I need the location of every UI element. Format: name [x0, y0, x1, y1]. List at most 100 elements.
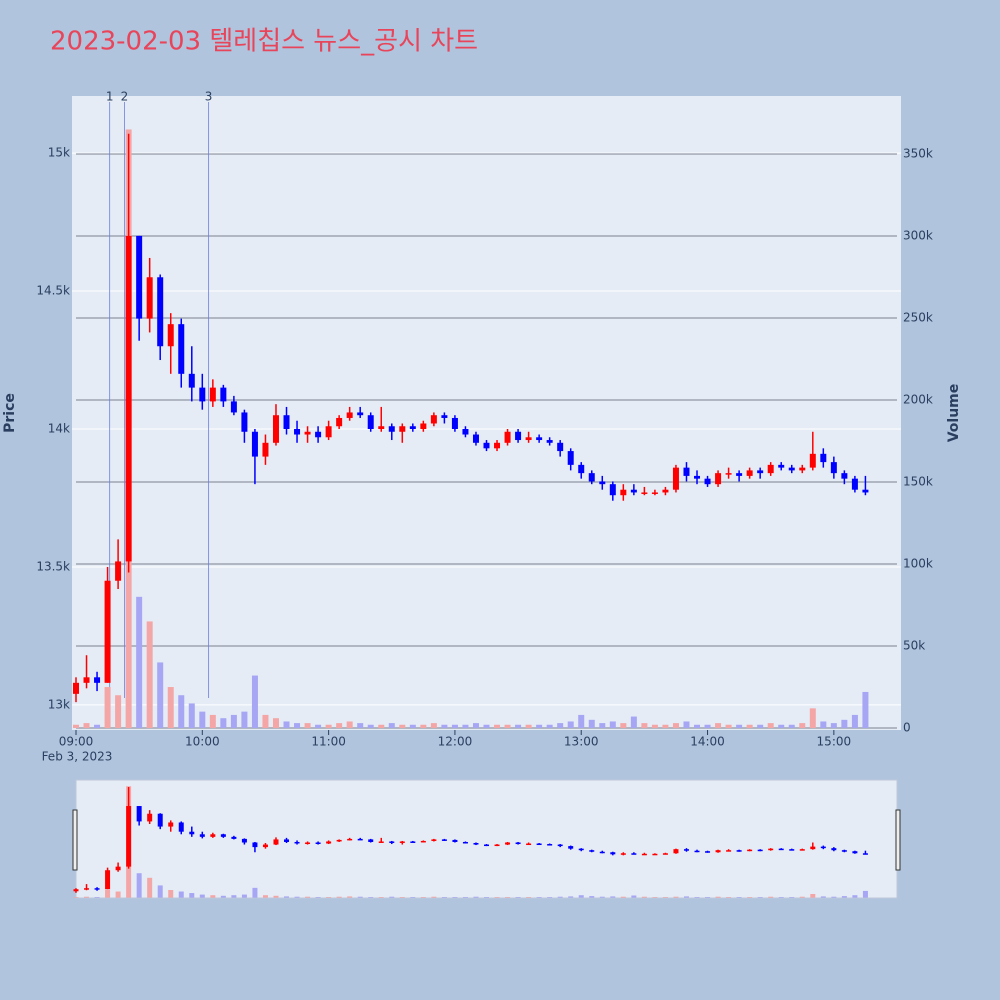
- volume-bar: [315, 724, 322, 729]
- range-slider[interactable]: [75, 779, 898, 899]
- mini-candle-body: [747, 849, 753, 852]
- volume-bar: [778, 724, 785, 729]
- mini-volume-bar: [757, 897, 763, 898]
- mini-candle-body: [84, 888, 90, 890]
- mini-candle-body: [862, 853, 868, 855]
- volume-bar: [167, 687, 174, 729]
- mini-volume-bar: [84, 896, 90, 898]
- mini-candle-body: [673, 849, 679, 854]
- mini-volume-bar: [768, 896, 774, 898]
- mini-candle-body: [715, 850, 721, 853]
- candle-body: [630, 489, 637, 493]
- mini-volume-bar: [536, 897, 542, 898]
- mini-volume-bar: [157, 885, 163, 898]
- candle-body: [830, 462, 837, 474]
- x-date-label: Feb 3, 2023: [42, 750, 113, 764]
- mini-volume-bar: [789, 897, 795, 898]
- mini-volume-bar: [599, 896, 605, 898]
- volume-bar: [188, 703, 195, 729]
- y-tick-label: 13k: [48, 697, 70, 711]
- volume-bar: [841, 719, 848, 729]
- mini-candle-body: [652, 853, 658, 856]
- candle-body: [83, 677, 90, 683]
- mini-volume-bar: [220, 895, 226, 898]
- mini-candle-body: [736, 850, 742, 852]
- mini-volume-bar: [578, 895, 584, 898]
- mini-volume-bar: [820, 896, 826, 898]
- volume-bar: [472, 723, 479, 729]
- volume-bar: [430, 723, 437, 729]
- mini-candle-body: [473, 843, 479, 845]
- mini-candle-body: [662, 853, 668, 855]
- mini-volume-bar: [515, 897, 521, 898]
- volume-bar: [809, 708, 816, 729]
- mini-candle-body: [73, 889, 79, 892]
- mini-candle-body: [810, 846, 816, 850]
- candle-body: [588, 473, 595, 482]
- candle-body: [315, 431, 322, 438]
- mini-candle-body: [336, 839, 342, 842]
- mini-candle-body: [757, 849, 763, 852]
- y2-tick-label: 0: [903, 721, 911, 735]
- volume-bar: [357, 723, 364, 729]
- mini-candle-body: [820, 846, 826, 849]
- mini-volume-bar: [778, 897, 784, 898]
- mini-volume-bar: [715, 896, 721, 898]
- candle-body: [651, 492, 658, 494]
- mini-candle-body: [505, 842, 511, 845]
- x-tick-label: 12:00: [438, 735, 473, 749]
- volume-bar: [272, 718, 279, 729]
- mini-candle-body: [452, 839, 458, 842]
- candle-body: [788, 467, 795, 471]
- volume-bar: [746, 724, 753, 729]
- y-axis-title: Price: [2, 393, 18, 433]
- volume-bar: [241, 711, 248, 729]
- y2-tick-label: 350k: [903, 147, 933, 161]
- mini-candle-body: [231, 836, 237, 839]
- volume-bar: [641, 723, 648, 729]
- mini-candle-body: [799, 849, 805, 851]
- mini-volume-bar: [284, 896, 290, 898]
- candle-body: [641, 492, 648, 494]
- candle-body: [546, 440, 553, 443]
- mini-candle-body: [294, 841, 300, 844]
- candle-body: [809, 453, 816, 468]
- volume-bar: [209, 714, 216, 729]
- mini-candle-body: [515, 842, 521, 845]
- slider-handle[interactable]: [72, 809, 78, 871]
- mini-volume-bar: [484, 897, 489, 898]
- volume-bar: [504, 724, 511, 729]
- candle-body: [851, 478, 858, 490]
- mini-candle-body: [157, 813, 163, 827]
- y2-tick-label: 100k: [903, 557, 933, 571]
- mini-volume-bar: [620, 896, 626, 898]
- mini-volume-bar: [810, 893, 816, 898]
- slider-handle[interactable]: [895, 809, 901, 871]
- y2-tick-label: 200k: [903, 393, 933, 407]
- mini-volume-bar: [252, 887, 258, 898]
- volume-bar: [104, 687, 111, 729]
- candle-body: [704, 478, 711, 485]
- candle-body: [167, 324, 174, 347]
- candle-body: [115, 561, 122, 581]
- mini-volume-bar: [641, 896, 647, 898]
- candle-body: [862, 489, 869, 493]
- x-tick-label: 14:00: [690, 735, 725, 749]
- y-tick-label: 13.5k: [36, 559, 70, 573]
- volume-bar: [588, 719, 595, 729]
- mini-volume-bar: [473, 896, 479, 898]
- volume-bar: [820, 721, 827, 729]
- mini-candle-body: [210, 834, 216, 837]
- candle-body: [420, 423, 427, 430]
- mini-candle-body: [168, 822, 174, 827]
- y-tick-label: 14.5k: [36, 284, 70, 298]
- mini-volume-bar: [410, 897, 416, 898]
- mini-volume-bar: [305, 896, 311, 898]
- volume-bar: [178, 695, 185, 729]
- candle-body: [94, 677, 101, 683]
- mini-volume-bar: [736, 897, 742, 898]
- candle-body: [272, 415, 279, 443]
- candle-body: [209, 387, 216, 402]
- y-tick-label: 15k: [48, 146, 70, 160]
